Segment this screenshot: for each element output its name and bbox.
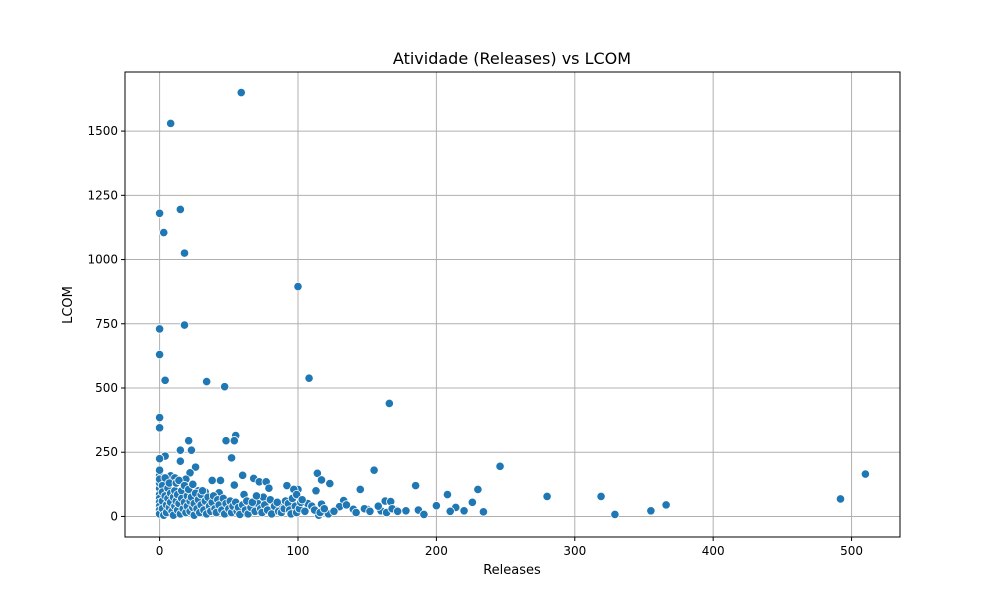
data-point — [351, 507, 361, 518]
data-point — [319, 504, 329, 514]
data-point — [311, 486, 321, 496]
data-point — [355, 484, 365, 495]
data-point — [365, 506, 375, 516]
data-point — [188, 479, 198, 489]
data-point — [384, 398, 394, 409]
data-point — [646, 506, 656, 516]
data-point — [325, 478, 335, 489]
data-point — [159, 227, 169, 238]
y-tick-label: 500 — [95, 381, 118, 395]
data-point — [542, 491, 552, 502]
data-point — [221, 436, 231, 446]
data-point — [495, 461, 505, 471]
y-tick-label: 750 — [95, 317, 118, 331]
data-point — [860, 469, 871, 479]
data-point — [835, 494, 846, 504]
data-point — [215, 475, 226, 486]
data-point — [312, 468, 322, 478]
data-point — [154, 454, 165, 464]
data-point — [467, 497, 477, 507]
data-point — [220, 382, 230, 392]
data-point — [373, 501, 383, 511]
x-tick-label: 200 — [425, 544, 448, 558]
data-point — [251, 491, 262, 501]
data-point — [197, 486, 208, 496]
x-tick-label: 100 — [287, 544, 310, 558]
data-point — [445, 506, 455, 516]
data-point — [661, 500, 671, 510]
data-point — [282, 481, 292, 491]
data-point — [264, 483, 274, 493]
data-point — [341, 500, 352, 510]
data-point — [596, 491, 606, 502]
y-axis-label: LCOM — [61, 286, 76, 324]
points-layer — [154, 87, 871, 520]
data-point — [401, 506, 411, 516]
data-point — [154, 324, 165, 334]
data-point — [393, 506, 403, 516]
data-point — [154, 423, 165, 433]
data-point — [459, 506, 469, 516]
data-point — [186, 445, 197, 455]
data-point — [184, 436, 194, 446]
data-point — [411, 481, 421, 491]
y-tick-label: 1250 — [87, 188, 118, 202]
data-point — [160, 375, 170, 385]
data-point — [442, 490, 453, 500]
data-point — [154, 412, 165, 423]
data-point — [300, 506, 310, 516]
data-point — [166, 118, 176, 128]
data-point — [316, 475, 327, 485]
x-tick-label: 0 — [156, 544, 164, 558]
data-point — [329, 506, 339, 516]
grid-layer — [125, 72, 900, 537]
data-point — [304, 373, 314, 383]
data-point — [175, 456, 185, 466]
data-point — [369, 465, 379, 475]
data-point — [272, 497, 282, 507]
data-point — [247, 497, 257, 507]
data-point — [229, 436, 239, 446]
data-point — [419, 509, 429, 519]
data-point — [293, 281, 303, 292]
data-point — [175, 204, 185, 215]
chart-title: Atividade (Releases) vs LCOM — [393, 49, 631, 68]
plot-frame — [124, 71, 901, 538]
data-point — [431, 501, 441, 511]
data-point — [154, 349, 165, 360]
data-point — [179, 320, 190, 330]
data-point — [473, 484, 483, 495]
data-point — [236, 87, 246, 98]
data-point — [297, 495, 307, 505]
data-point — [185, 468, 195, 478]
data-point — [154, 465, 165, 475]
x-tick-label: 400 — [702, 544, 725, 558]
data-point — [226, 453, 237, 463]
x-axis-label: Releases — [483, 563, 541, 578]
x-tick-label: 500 — [840, 544, 863, 558]
data-point — [207, 475, 217, 486]
data-point — [202, 376, 212, 387]
data-point — [154, 208, 165, 218]
ticks-layer: 0 100 200 300 400 500 0 250 500 750 1000 1250 1500 — [87, 124, 863, 558]
y-tick-label: 0 — [110, 509, 118, 523]
y-tick-label: 1000 — [87, 253, 118, 267]
data-point — [175, 445, 185, 455]
data-point — [610, 509, 620, 519]
y-tick-label: 1500 — [87, 124, 118, 138]
x-tick-label: 300 — [563, 544, 586, 558]
data-point — [190, 462, 201, 472]
data-point — [238, 470, 248, 480]
data-point — [478, 507, 489, 517]
data-point — [229, 480, 239, 490]
y-tick-label: 250 — [95, 445, 118, 459]
data-point — [179, 248, 190, 258]
